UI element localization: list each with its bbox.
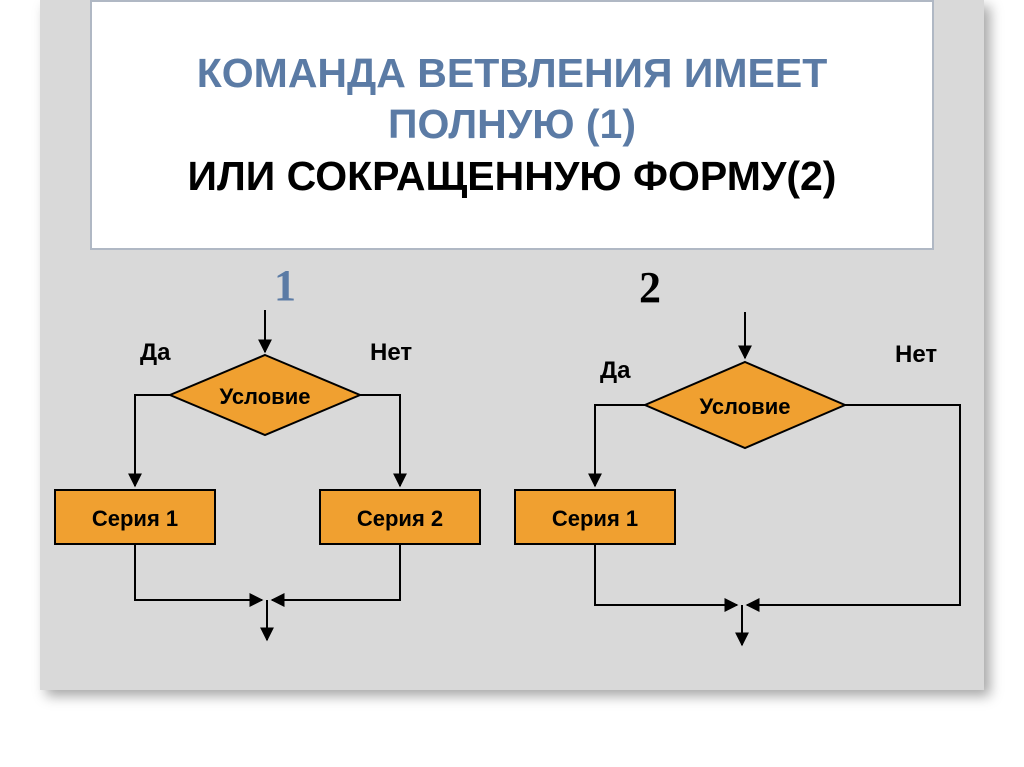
fc1-no-label: Нет bbox=[370, 339, 412, 366]
fc1-no-edge bbox=[360, 395, 400, 486]
fc1-decision-label: Условие bbox=[220, 384, 311, 409]
fc2-series1-label: Серия 1 bbox=[552, 506, 638, 531]
fc1-merge-left bbox=[135, 544, 262, 600]
fc2-no-label: Нет bbox=[895, 341, 937, 368]
fc1-yes-label: Да bbox=[140, 339, 171, 366]
fc2-decision-label: Условие bbox=[700, 394, 791, 419]
fc1-series1-label: Серия 1 bbox=[92, 506, 178, 531]
label-number-1: 1 bbox=[274, 261, 296, 310]
flowchart-svg: 1 2 Условие Да Нет Серия 1 Серия 2 Услов… bbox=[40, 0, 984, 690]
fc1-merge-right bbox=[272, 544, 400, 600]
fc2-yes-label: Да bbox=[600, 357, 631, 384]
slide-panel: КОМАНДА ВЕТВЛЕНИЯ ИМЕЕТ ПОЛНУЮ (1) ИЛИ С… bbox=[40, 0, 984, 690]
fc2-merge-left bbox=[595, 544, 737, 605]
fc1-yes-edge bbox=[135, 395, 170, 486]
label-number-2: 2 bbox=[639, 263, 661, 312]
fc1-series2-label: Серия 2 bbox=[357, 506, 443, 531]
fc2-yes-edge bbox=[595, 405, 645, 486]
fc2-no-edge bbox=[747, 405, 960, 605]
